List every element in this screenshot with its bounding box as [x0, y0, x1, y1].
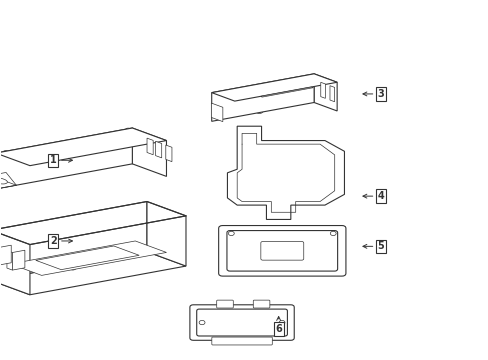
Polygon shape: [260, 87, 313, 97]
FancyBboxPatch shape: [218, 226, 345, 276]
Polygon shape: [12, 250, 25, 270]
Polygon shape: [0, 128, 166, 166]
FancyBboxPatch shape: [260, 242, 303, 260]
FancyBboxPatch shape: [196, 309, 287, 336]
Text: 1: 1: [50, 155, 72, 165]
FancyBboxPatch shape: [226, 230, 337, 271]
Polygon shape: [320, 82, 325, 98]
Polygon shape: [329, 86, 334, 102]
Polygon shape: [10, 241, 166, 275]
Polygon shape: [211, 74, 336, 101]
FancyBboxPatch shape: [211, 337, 272, 345]
Polygon shape: [165, 145, 172, 162]
Polygon shape: [0, 202, 147, 280]
Ellipse shape: [0, 178, 7, 184]
Polygon shape: [36, 246, 139, 270]
Polygon shape: [0, 252, 185, 295]
Text: 4: 4: [362, 191, 384, 201]
Polygon shape: [0, 245, 11, 265]
Polygon shape: [211, 103, 223, 122]
Polygon shape: [147, 202, 185, 266]
Text: 2: 2: [50, 236, 72, 246]
Text: 3: 3: [362, 89, 384, 99]
FancyBboxPatch shape: [216, 300, 233, 308]
Polygon shape: [147, 138, 153, 155]
Text: 5: 5: [362, 241, 384, 251]
Polygon shape: [7, 251, 12, 270]
Polygon shape: [313, 74, 336, 111]
Polygon shape: [0, 172, 16, 189]
Polygon shape: [0, 128, 132, 189]
Polygon shape: [211, 74, 313, 121]
Polygon shape: [155, 141, 162, 158]
Polygon shape: [0, 230, 30, 295]
FancyBboxPatch shape: [189, 305, 294, 340]
Polygon shape: [132, 128, 166, 176]
FancyBboxPatch shape: [253, 300, 269, 308]
Polygon shape: [227, 126, 344, 220]
Text: 6: 6: [275, 316, 282, 334]
